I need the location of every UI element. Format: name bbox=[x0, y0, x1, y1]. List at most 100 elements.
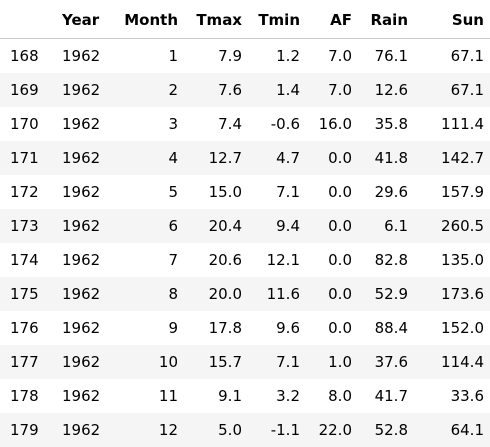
tmax-cell: 7.6 bbox=[184, 73, 248, 107]
tmin-cell: 11.6 bbox=[248, 277, 306, 311]
month-cell: 3 bbox=[120, 107, 184, 141]
tmin-cell: 3.2 bbox=[248, 379, 306, 413]
tmax-cell: 20.4 bbox=[184, 209, 248, 243]
month-cell: 5 bbox=[120, 175, 184, 209]
sun-cell: 260.5 bbox=[414, 209, 490, 243]
tmax-cell: 17.8 bbox=[184, 311, 248, 345]
column-header-tmin: Tmin bbox=[248, 2, 306, 39]
tmax-cell: 7.4 bbox=[184, 107, 248, 141]
af-cell: 0.0 bbox=[306, 243, 358, 277]
tmin-cell: 12.1 bbox=[248, 243, 306, 277]
year-cell: 1962 bbox=[58, 277, 120, 311]
tmax-cell: 5.0 bbox=[184, 413, 248, 447]
year-cell: 1962 bbox=[58, 345, 120, 379]
row-index-cell: 175 bbox=[0, 277, 58, 311]
rain-cell: 52.9 bbox=[358, 277, 414, 311]
rain-cell: 41.8 bbox=[358, 141, 414, 175]
year-cell: 1962 bbox=[58, 107, 120, 141]
rain-cell: 6.1 bbox=[358, 209, 414, 243]
row-index-cell: 169 bbox=[0, 73, 58, 107]
tmax-cell: 20.6 bbox=[184, 243, 248, 277]
sun-cell: 67.1 bbox=[414, 73, 490, 107]
rain-cell: 82.8 bbox=[358, 243, 414, 277]
sun-cell: 142.7 bbox=[414, 141, 490, 175]
year-cell: 1962 bbox=[58, 243, 120, 277]
sun-cell: 114.4 bbox=[414, 345, 490, 379]
rain-cell: 29.6 bbox=[358, 175, 414, 209]
row-index-cell: 177 bbox=[0, 345, 58, 379]
month-cell: 11 bbox=[120, 379, 184, 413]
month-cell: 1 bbox=[120, 39, 184, 74]
year-cell: 1962 bbox=[58, 39, 120, 74]
tmin-cell: 1.4 bbox=[248, 73, 306, 107]
row-index-cell: 174 bbox=[0, 243, 58, 277]
tmin-cell: 7.1 bbox=[248, 345, 306, 379]
rain-cell: 35.8 bbox=[358, 107, 414, 141]
month-cell: 2 bbox=[120, 73, 184, 107]
sun-cell: 67.1 bbox=[414, 39, 490, 74]
month-cell: 10 bbox=[120, 345, 184, 379]
row-index-cell: 172 bbox=[0, 175, 58, 209]
year-cell: 1962 bbox=[58, 209, 120, 243]
row-index-cell: 168 bbox=[0, 39, 58, 74]
month-cell: 9 bbox=[120, 311, 184, 345]
year-cell: 1962 bbox=[58, 141, 120, 175]
tmax-cell: 20.0 bbox=[184, 277, 248, 311]
header-row: Year Month Tmax Tmin AF Rain Sun bbox=[0, 2, 490, 39]
tmin-cell: 9.6 bbox=[248, 311, 306, 345]
month-cell: 8 bbox=[120, 277, 184, 311]
af-cell: 0.0 bbox=[306, 311, 358, 345]
tmin-cell: 4.7 bbox=[248, 141, 306, 175]
af-cell: 0.0 bbox=[306, 175, 358, 209]
column-header-year: Year bbox=[58, 2, 120, 39]
month-cell: 6 bbox=[120, 209, 184, 243]
sun-cell: 152.0 bbox=[414, 311, 490, 345]
year-cell: 1962 bbox=[58, 379, 120, 413]
af-cell: 1.0 bbox=[306, 345, 358, 379]
row-index-cell: 170 bbox=[0, 107, 58, 141]
sun-cell: 157.9 bbox=[414, 175, 490, 209]
month-cell: 12 bbox=[120, 413, 184, 447]
year-cell: 1962 bbox=[58, 175, 120, 209]
column-header-sun: Sun bbox=[414, 2, 490, 39]
rain-cell: 88.4 bbox=[358, 311, 414, 345]
af-cell: 8.0 bbox=[306, 379, 358, 413]
af-cell: 0.0 bbox=[306, 141, 358, 175]
column-header-index bbox=[0, 2, 58, 39]
sun-cell: 33.6 bbox=[414, 379, 490, 413]
tmin-cell: -1.1 bbox=[248, 413, 306, 447]
column-header-rain: Rain bbox=[358, 2, 414, 39]
tmin-cell: -0.6 bbox=[248, 107, 306, 141]
row-index-cell: 176 bbox=[0, 311, 58, 345]
af-cell: 0.0 bbox=[306, 277, 358, 311]
af-cell: 7.0 bbox=[306, 73, 358, 107]
af-cell: 0.0 bbox=[306, 209, 358, 243]
row-index-cell: 171 bbox=[0, 141, 58, 175]
tmin-cell: 7.1 bbox=[248, 175, 306, 209]
tmin-cell: 1.2 bbox=[248, 39, 306, 74]
column-header-af: AF bbox=[306, 2, 358, 39]
sun-cell: 64.1 bbox=[414, 413, 490, 447]
month-cell: 4 bbox=[120, 141, 184, 175]
row-index-cell: 178 bbox=[0, 379, 58, 413]
rain-cell: 76.1 bbox=[358, 39, 414, 74]
column-header-month: Month bbox=[120, 2, 184, 39]
sun-cell: 135.0 bbox=[414, 243, 490, 277]
month-cell: 7 bbox=[120, 243, 184, 277]
tmax-cell: 12.7 bbox=[184, 141, 248, 175]
tmax-cell: 9.1 bbox=[184, 379, 248, 413]
af-cell: 7.0 bbox=[306, 39, 358, 74]
